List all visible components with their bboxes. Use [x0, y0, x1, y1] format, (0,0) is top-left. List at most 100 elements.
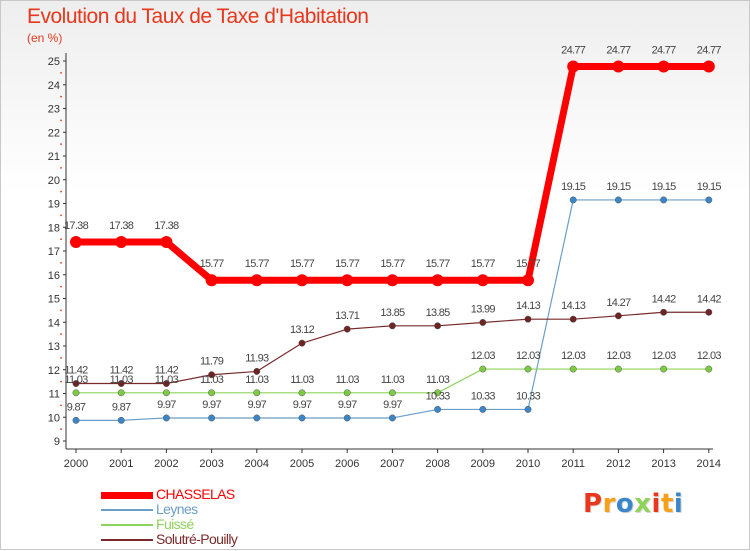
logo-letter: i [651, 489, 661, 519]
data-label: 15.77 [335, 258, 360, 270]
series-solutre-pouilly [72, 308, 713, 387]
data-point [208, 371, 216, 379]
data-label: 9.97 [383, 399, 402, 411]
x-tick-label: 2004 [245, 458, 269, 470]
x-tick-label: 2007 [380, 458, 404, 470]
data-point [388, 389, 396, 397]
data-label: 24.77 [561, 44, 586, 56]
y-minor-dot [60, 404, 62, 407]
x-tick-label: 2000 [64, 458, 88, 470]
data-label: 9.97 [293, 399, 312, 411]
data-label: 13.99 [471, 303, 496, 315]
y-tick-label: 9 [54, 436, 60, 448]
data-label: 11.42 [155, 365, 179, 377]
y-minor-dot [60, 119, 62, 122]
data-label: 17.38 [64, 220, 89, 232]
data-point [253, 367, 261, 375]
data-point [341, 274, 354, 287]
data-label: 11.03 [336, 374, 360, 386]
data-label: 10.33 [516, 390, 541, 402]
data-label: 14.42 [652, 293, 677, 305]
series-leynes [72, 196, 713, 424]
data-label: 11.03 [426, 374, 450, 386]
data-point [705, 308, 713, 316]
y-tick-label: 11 [49, 389, 60, 401]
data-label: 9.97 [247, 399, 266, 411]
y-minor-dot [60, 95, 62, 98]
data-label: 15.77 [380, 258, 405, 270]
y-tick-label: 24 [48, 80, 60, 92]
data-point [567, 60, 580, 73]
y-tick-label: 16 [48, 270, 60, 282]
x-tick-label: 2003 [199, 458, 223, 470]
data-point [70, 235, 82, 248]
axes [65, 53, 713, 450]
data-point [479, 405, 487, 413]
data-point [479, 319, 487, 326]
data-point [250, 274, 263, 287]
data-point [296, 274, 308, 287]
x-tick-label: 2014 [697, 458, 721, 470]
x-tick-label: 2013 [651, 458, 675, 470]
logo-letter: r [602, 489, 616, 519]
data-label: 12.03 [516, 350, 541, 362]
chart-title: Evolution du Taux de Taxe d'Habitation [27, 5, 369, 28]
data-label: 17.38 [109, 220, 134, 232]
y-minor-dot [60, 428, 62, 431]
legend-swatch [101, 492, 153, 499]
data-label: 11.03 [200, 374, 224, 386]
y-tick-label: 25 [48, 56, 60, 68]
logo-letter: t [660, 489, 674, 519]
data-label: 11.93 [245, 352, 269, 364]
x-tick-label: 2009 [471, 458, 495, 470]
data-point [72, 380, 80, 387]
legend-label: CHASSELAS [156, 486, 235, 502]
data-label: 19.15 [561, 181, 586, 193]
logo-letter: P [583, 489, 603, 519]
x-tick-label: 2005 [290, 458, 314, 470]
data-point [522, 274, 534, 287]
data-point [115, 235, 128, 248]
legend-swatch [101, 509, 153, 511]
data-point [160, 235, 173, 248]
data-point [117, 380, 125, 387]
data-point [660, 365, 668, 373]
y-tick-label: 12 [48, 365, 60, 377]
data-label: 11.03 [245, 374, 269, 386]
data-label: 11.03 [290, 374, 314, 386]
data-label: 9.97 [338, 399, 357, 411]
data-label: 19.15 [652, 181, 677, 193]
x-tick-label: 2012 [606, 458, 630, 470]
y-tick-label: 14 [48, 317, 60, 329]
data-point [660, 196, 668, 204]
data-point [208, 389, 216, 397]
data-label: 17.38 [154, 220, 179, 232]
data-point [253, 414, 261, 422]
data-point [117, 416, 125, 424]
data-label: 11.03 [64, 374, 88, 386]
y-minor-dot [60, 143, 62, 146]
data-point [479, 365, 487, 373]
data-point [117, 389, 125, 397]
data-point [524, 365, 532, 373]
data-point [705, 196, 713, 204]
y-axis-ticks: 9 10 11 12 13 14 15 16 17 18 19 20 21 22 23 24 25 [48, 56, 66, 448]
x-tick-label: 2006 [335, 458, 359, 470]
data-label: 12.03 [697, 350, 722, 362]
x-tick-label: 2001 [109, 458, 133, 470]
x-tick-label: 2008 [425, 458, 449, 470]
data-point [569, 365, 577, 373]
data-point [524, 405, 532, 413]
data-point [205, 274, 218, 287]
data-point [657, 60, 670, 73]
y-tick-label: 15 [48, 294, 60, 306]
y-tick-label: 19 [48, 199, 60, 211]
x-tick-label: 2011 [561, 458, 585, 470]
data-label: 10.33 [471, 390, 496, 402]
y-tick-label: 17 [48, 246, 60, 258]
data-point [434, 405, 442, 413]
y-minor-dot [60, 356, 62, 359]
data-label: 15.77 [200, 258, 225, 270]
